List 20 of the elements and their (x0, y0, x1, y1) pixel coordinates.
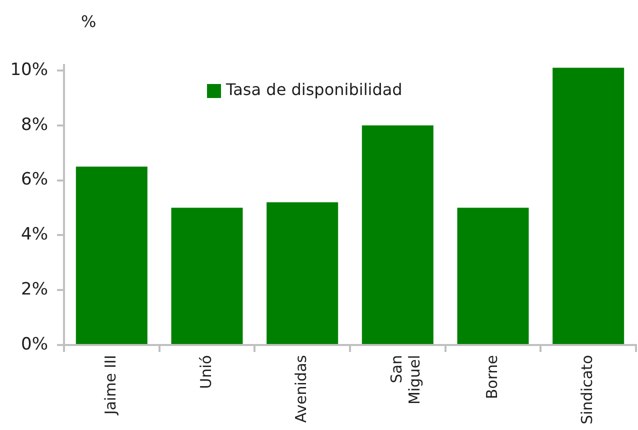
bar (552, 68, 624, 344)
y-tick-label: 8% (21, 114, 48, 135)
y-tick-label: 0% (21, 334, 48, 354)
x-tick-label: Borne (482, 355, 501, 400)
bar (457, 208, 529, 344)
y-tick-label: 10% (10, 60, 48, 80)
bar (362, 125, 434, 344)
y-tick-label: 2% (21, 280, 48, 300)
y-tick-label: 4% (21, 224, 48, 245)
x-tick-label: Jaime III (102, 355, 120, 416)
y-tick-label: 6% (21, 170, 48, 190)
x-tick-label: Unió (196, 355, 215, 389)
x-tick-label: Avenidas (292, 354, 310, 423)
bar (266, 202, 338, 344)
bar (171, 208, 243, 344)
x-tick-label: San Miguel (388, 355, 424, 405)
bar (76, 166, 148, 344)
y-axis-title: % (81, 12, 96, 32)
legend-label: Tasa de disponibilidad (225, 80, 402, 100)
x-tick-label: Sindicato (578, 355, 596, 424)
